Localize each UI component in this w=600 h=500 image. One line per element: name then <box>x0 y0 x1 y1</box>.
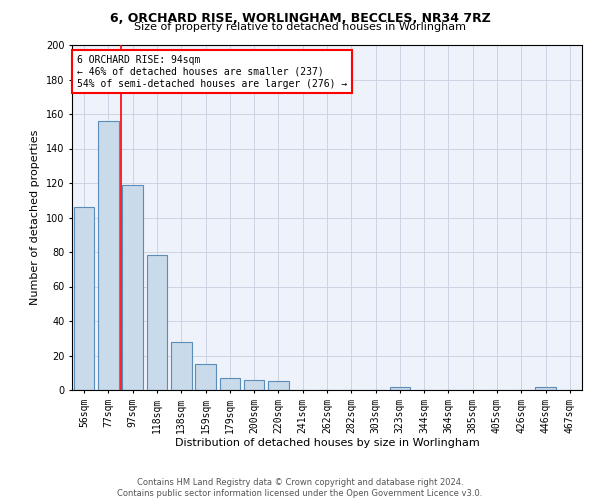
Bar <box>171 342 191 390</box>
Bar <box>244 380 265 390</box>
Text: Contains HM Land Registry data © Crown copyright and database right 2024.
Contai: Contains HM Land Registry data © Crown c… <box>118 478 482 498</box>
Bar <box>146 256 167 390</box>
Bar <box>98 121 119 390</box>
Bar <box>535 386 556 390</box>
Bar <box>268 382 289 390</box>
Bar <box>389 386 410 390</box>
Text: 6 ORCHARD RISE: 94sqm
← 46% of detached houses are smaller (237)
54% of semi-det: 6 ORCHARD RISE: 94sqm ← 46% of detached … <box>77 56 347 88</box>
X-axis label: Distribution of detached houses by size in Worlingham: Distribution of detached houses by size … <box>175 438 479 448</box>
Bar <box>122 184 143 390</box>
Y-axis label: Number of detached properties: Number of detached properties <box>31 130 40 305</box>
Bar <box>220 378 240 390</box>
Bar <box>195 364 216 390</box>
Bar <box>74 207 94 390</box>
Text: 6, ORCHARD RISE, WORLINGHAM, BECCLES, NR34 7RZ: 6, ORCHARD RISE, WORLINGHAM, BECCLES, NR… <box>110 12 490 26</box>
Text: Size of property relative to detached houses in Worlingham: Size of property relative to detached ho… <box>134 22 466 32</box>
